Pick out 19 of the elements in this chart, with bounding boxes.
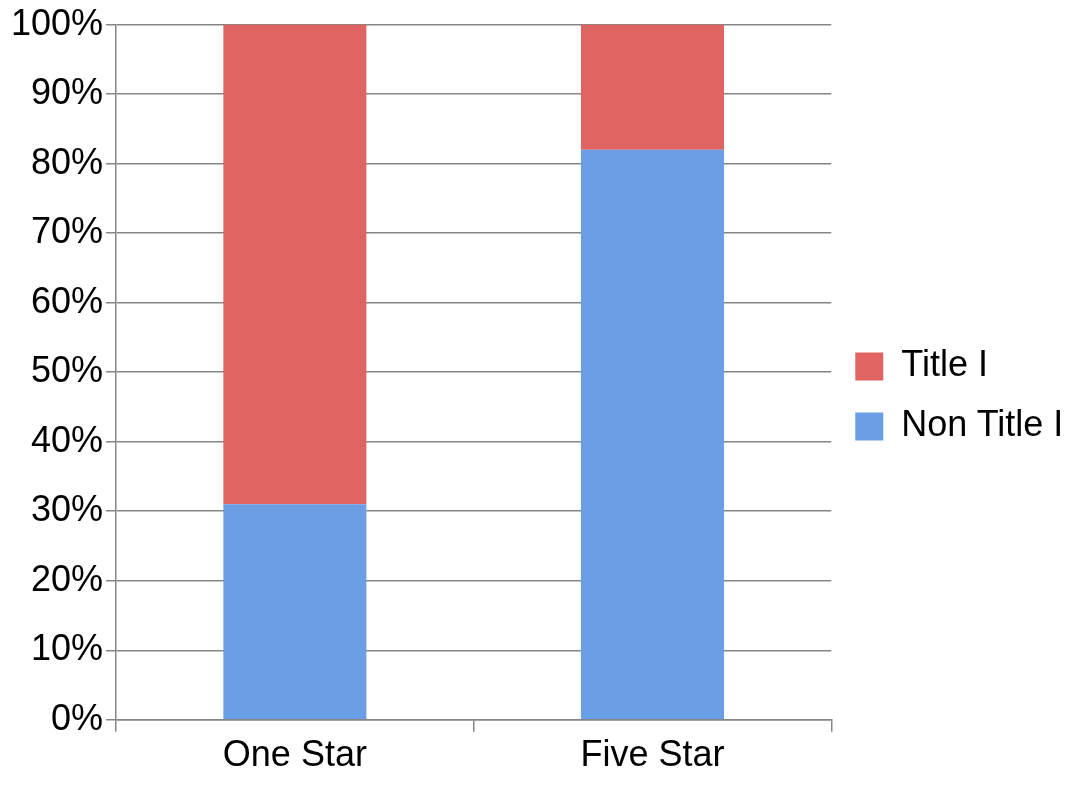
bar bbox=[580, 24, 724, 150]
y-tick-label: 80% bbox=[31, 140, 104, 182]
y-tick-label: 0% bbox=[51, 696, 104, 738]
y-tick-label: 20% bbox=[31, 557, 104, 599]
legend-label: Title I bbox=[901, 343, 988, 385]
x-tick-label: One Star bbox=[222, 733, 367, 775]
y-tick-label: 10% bbox=[31, 627, 104, 669]
y-tick-label: 100% bbox=[11, 1, 104, 43]
x-tick-label: Five Star bbox=[580, 733, 725, 775]
y-tick-label: 40% bbox=[31, 418, 104, 460]
legend-label: Non Title I bbox=[901, 403, 1064, 445]
y-tick-label: 70% bbox=[31, 210, 104, 252]
bar bbox=[223, 504, 367, 720]
bar bbox=[580, 149, 724, 720]
y-tick-label: 50% bbox=[31, 349, 104, 391]
y-tick-label: 60% bbox=[31, 279, 104, 321]
bar bbox=[223, 24, 367, 505]
y-tick-label: 30% bbox=[31, 488, 104, 530]
y-tick-label: 90% bbox=[31, 71, 104, 113]
